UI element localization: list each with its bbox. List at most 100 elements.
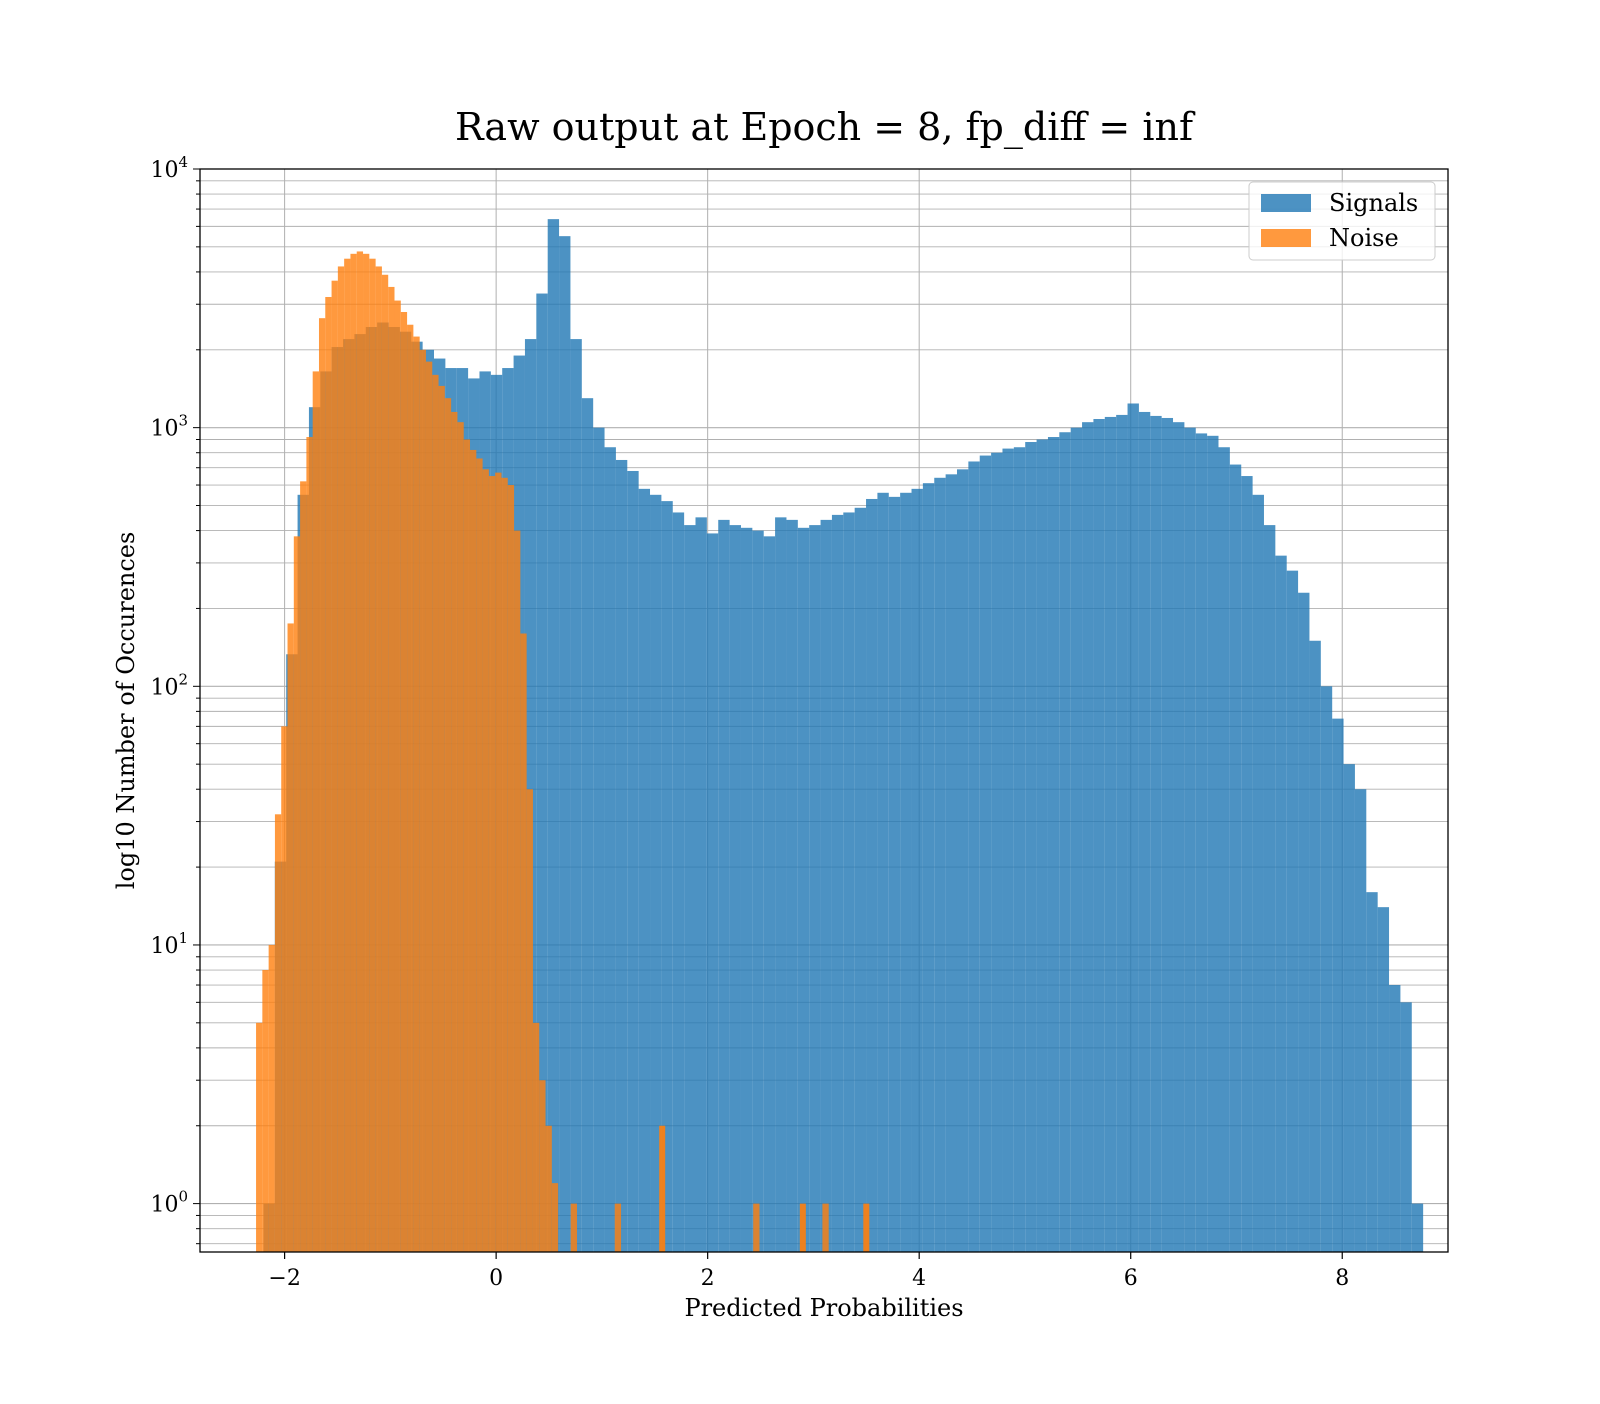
signals-bar <box>820 519 832 1252</box>
noise-bar <box>520 633 527 1252</box>
legend: Signals Noise <box>1248 181 1436 261</box>
noise-bar <box>457 422 464 1252</box>
signals-bar <box>934 477 946 1252</box>
noise-bar <box>799 1203 806 1252</box>
chart-title: Raw output at Epoch = 8, fp_diff = inf <box>455 105 1196 150</box>
signals-bar <box>843 512 855 1252</box>
signals-bar <box>1013 447 1026 1252</box>
signals-bar <box>1377 907 1390 1252</box>
legend-swatch-signals <box>1261 194 1311 212</box>
noise-bar <box>501 477 508 1252</box>
noise-bar <box>388 286 395 1253</box>
signals-bar <box>1320 686 1333 1252</box>
signals-bar <box>1150 415 1162 1252</box>
noise-bar <box>863 1203 870 1252</box>
noise-bar <box>488 476 496 1252</box>
x-tick-label: 2 <box>701 1266 715 1291</box>
signals-bar <box>911 488 923 1253</box>
noise-bar <box>344 258 351 1253</box>
signals-bar <box>615 459 628 1252</box>
noise-bar <box>570 1203 577 1252</box>
noise-bar <box>312 371 319 1252</box>
signals-bar <box>1161 417 1174 1253</box>
signals-bar <box>661 501 673 1252</box>
noise-bar <box>356 251 364 1252</box>
signals-bar <box>888 496 901 1252</box>
noise-bar <box>400 311 408 1252</box>
x-axis-label: Predicted Probabilities <box>684 1294 963 1322</box>
signals-bar <box>536 293 548 1252</box>
signals-bar <box>809 525 821 1252</box>
signals-bar <box>1082 422 1094 1252</box>
signals-bar <box>1104 416 1117 1253</box>
signals-bar <box>752 530 764 1252</box>
x-tick-label: −2 <box>268 1266 300 1291</box>
signals-bar <box>684 525 696 1252</box>
signals-bar <box>1173 422 1185 1252</box>
legend-label-noise: Noise <box>1329 224 1399 252</box>
signals-bar <box>1116 414 1128 1253</box>
noise-bar <box>614 1203 622 1252</box>
signals-bar <box>1025 442 1037 1252</box>
noise-bar <box>262 970 269 1252</box>
signals-bar <box>854 507 867 1252</box>
signals-bar <box>956 469 969 1252</box>
noise-bar <box>281 726 288 1252</box>
legend-swatch-noise <box>1261 229 1311 247</box>
noise-bar <box>551 1183 559 1252</box>
signals-bar <box>1366 892 1378 1252</box>
noise-bar <box>318 318 326 1252</box>
noise-bar <box>394 300 401 1252</box>
noise-bar <box>268 944 275 1252</box>
signals-bar <box>1218 447 1230 1252</box>
noise-bar <box>532 1022 540 1252</box>
noise-bar <box>381 274 389 1253</box>
noise-bar <box>306 437 313 1252</box>
signals-bar <box>1343 764 1355 1252</box>
signals-bar <box>1275 555 1287 1252</box>
signals-bar <box>638 488 651 1253</box>
noise-bar <box>407 324 414 1253</box>
signals-bar <box>581 398 594 1252</box>
y-tick-label: 101 <box>150 929 188 959</box>
signals-bar <box>866 498 878 1252</box>
signals-bar <box>979 455 992 1252</box>
signals-bar <box>1070 427 1083 1252</box>
noise-bar <box>495 472 502 1253</box>
signals-bar <box>1389 985 1401 1252</box>
signals-bar <box>547 219 560 1252</box>
noise-bar <box>514 530 521 1252</box>
signals-bar <box>775 517 787 1252</box>
noise-bar <box>325 296 332 1252</box>
signals-bar <box>593 427 605 1252</box>
y-axis-label: log10 Number of Occurences <box>112 532 140 890</box>
noise-bar <box>438 385 445 1252</box>
signals-bar <box>1195 433 1208 1252</box>
noise-bar <box>526 789 533 1252</box>
signals-bar <box>672 512 685 1252</box>
signals-bar <box>1411 1203 1424 1252</box>
signals-bar <box>650 494 662 1252</box>
signals-bar <box>763 536 776 1252</box>
noise-bar <box>425 361 433 1252</box>
noise-bar <box>331 280 338 1252</box>
plot-frame <box>199 168 1449 1253</box>
y-tick-label: 103 <box>150 412 188 442</box>
x-tick-label: 0 <box>489 1266 503 1291</box>
noise-bar <box>507 485 515 1252</box>
signals-bar <box>1229 464 1242 1252</box>
signals-bar <box>570 339 582 1252</box>
noise-bar <box>350 253 357 1252</box>
noise-bar <box>470 449 477 1252</box>
noise-bar <box>444 398 452 1252</box>
noise-bar <box>753 1203 760 1252</box>
signals-bar <box>1093 419 1105 1252</box>
signals-bar <box>1354 789 1367 1252</box>
signals-bar <box>1138 411 1151 1252</box>
noise-bar <box>363 253 370 1252</box>
signals-bar <box>1332 718 1344 1252</box>
signals-bar <box>1286 570 1299 1252</box>
noise-bar <box>539 1080 546 1252</box>
signals-bar <box>1002 448 1014 1253</box>
